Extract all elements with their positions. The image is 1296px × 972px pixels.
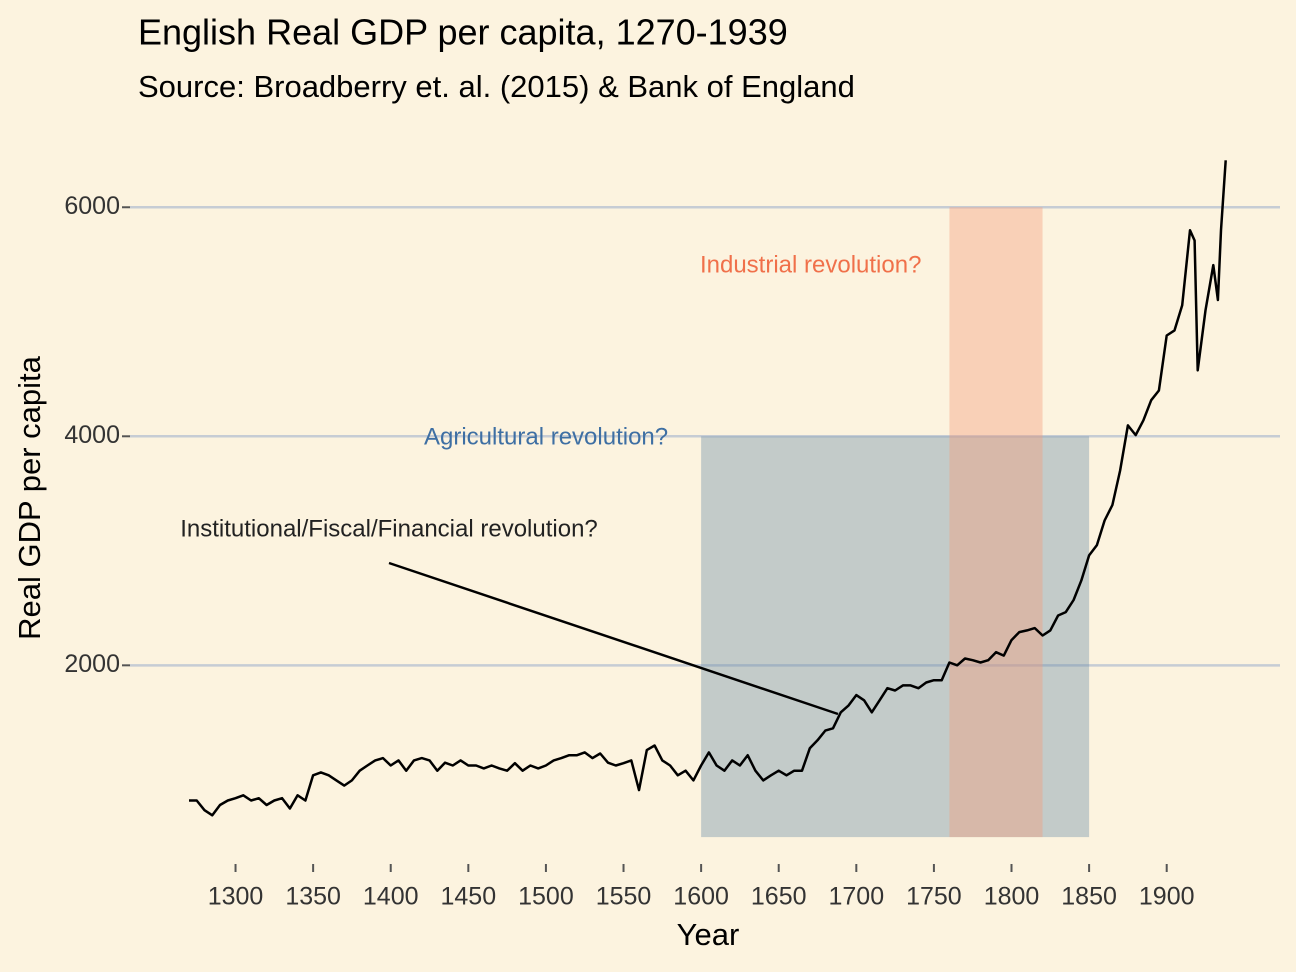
- plot-area: 2000 4000 6000 1300 1350 1400 1450 1500 1550 1600…: [64, 160, 1280, 911]
- x-tick-label: 1450: [441, 883, 497, 911]
- x-tick-label: 1600: [673, 883, 729, 911]
- shaded-region: [949, 207, 1043, 838]
- y-tick-label: 2000: [64, 650, 120, 678]
- y-tick-label: 6000: [64, 192, 120, 220]
- x-tick-label: 1400: [363, 883, 419, 911]
- annotation-arrow: [388, 561, 839, 716]
- x-tick-label: 1550: [596, 883, 652, 911]
- region-label: Agricultural revolution?: [424, 424, 668, 451]
- region-label: Industrial revolution?: [700, 252, 921, 279]
- x-tick-label: 1800: [984, 883, 1040, 911]
- shaded-region: [701, 436, 1090, 838]
- x-tick-label: 1500: [518, 883, 574, 911]
- x-tick-label: 1350: [285, 883, 341, 911]
- y-tick-label: 4000: [64, 421, 120, 449]
- x-tick-label: 1750: [906, 883, 962, 911]
- x-axis-label: Year: [677, 917, 740, 952]
- line-series: [189, 160, 1227, 817]
- annotation-text: Institutional/Fiscal/Financial revolutio…: [180, 515, 598, 542]
- x-tick-label: 1300: [208, 883, 264, 911]
- x-tick-label: 1700: [829, 883, 885, 911]
- x-tick-label: 1900: [1139, 883, 1195, 911]
- chart-subtitle: Source: Broadberry et. al. (2015) & Bank…: [138, 69, 855, 104]
- x-tick-label: 1650: [751, 883, 807, 911]
- chart-title: English Real GDP per capita, 1270-1939: [138, 12, 788, 53]
- y-axis-label: Real GDP per capita: [12, 355, 47, 639]
- x-tick-label: 1850: [1061, 883, 1117, 911]
